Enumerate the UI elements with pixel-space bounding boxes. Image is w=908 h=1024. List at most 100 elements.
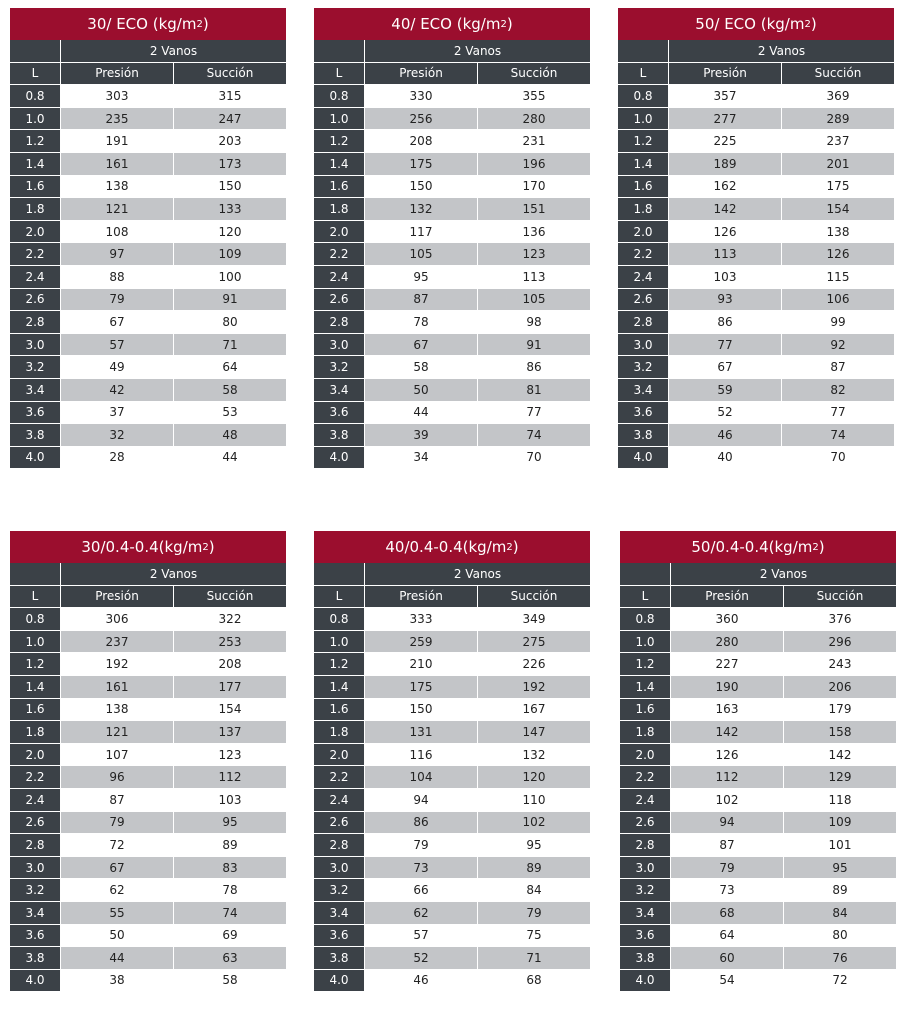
table-row: 0.8 303 315 bbox=[10, 85, 286, 108]
cell-presion: 39 bbox=[365, 424, 478, 446]
cell-length: 2.2 bbox=[10, 243, 61, 265]
cell-length: 1.6 bbox=[314, 698, 365, 721]
header-blank-cell bbox=[10, 563, 61, 585]
table-row: 3.0 57 71 bbox=[10, 333, 286, 357]
table-row: 2.4 94 110 bbox=[314, 788, 590, 812]
cell-succion: 280 bbox=[478, 107, 590, 130]
cell-succion: 118 bbox=[784, 788, 896, 811]
cell-length: 3.8 bbox=[10, 424, 61, 446]
cell-presion: 87 bbox=[61, 788, 174, 811]
cell-succion: 102 bbox=[478, 811, 590, 834]
table-row: 1.8 142 154 bbox=[618, 198, 894, 221]
cell-presion: 77 bbox=[669, 333, 782, 356]
table-row: 2.4 87 103 bbox=[10, 788, 286, 812]
cell-length: 0.8 bbox=[10, 608, 61, 630]
table-title-text: 40/0.4-0.4(kg/m bbox=[385, 538, 507, 556]
column-header-l: L bbox=[618, 62, 669, 85]
cell-presion: 126 bbox=[671, 743, 784, 766]
table-title-superscript: 2 bbox=[500, 18, 507, 30]
table-row: 2.6 79 95 bbox=[10, 811, 286, 835]
load-table: 30/0.4-0.4(kg/m 2) 2 Vanos L Presión Succión 0… bbox=[10, 531, 286, 993]
cell-presion: 333 bbox=[365, 608, 478, 630]
cell-length: 2.2 bbox=[314, 766, 365, 788]
table-row: 4.0 38 58 bbox=[10, 969, 286, 993]
cell-presion: 142 bbox=[669, 198, 782, 220]
cell-presion: 86 bbox=[669, 311, 782, 333]
cell-length: 3.2 bbox=[10, 356, 61, 378]
table-row: 1.0 277 289 bbox=[618, 107, 894, 131]
cell-succion: 79 bbox=[478, 901, 590, 924]
cell-length: 2.6 bbox=[10, 288, 61, 311]
table-row: 4.0 28 44 bbox=[10, 446, 286, 470]
cell-succion: 296 bbox=[784, 630, 896, 653]
cell-length: 0.8 bbox=[10, 85, 61, 107]
cell-presion: 138 bbox=[61, 175, 174, 198]
cell-presion: 94 bbox=[671, 811, 784, 834]
table-row: 3.4 55 74 bbox=[10, 901, 286, 925]
cell-presion: 57 bbox=[365, 924, 478, 947]
cell-length: 3.6 bbox=[314, 401, 365, 424]
cell-length: 2.4 bbox=[618, 265, 669, 288]
table-row: 3.6 64 80 bbox=[620, 924, 896, 948]
cell-presion: 237 bbox=[61, 630, 174, 653]
cell-succion: 147 bbox=[478, 721, 590, 743]
cell-length: 1.0 bbox=[620, 630, 671, 653]
cell-succion: 349 bbox=[478, 608, 590, 630]
cell-presion: 64 bbox=[671, 924, 784, 947]
span-header-row: 2 Vanos bbox=[10, 40, 286, 63]
table-row: 3.6 50 69 bbox=[10, 924, 286, 948]
table-row: 1.0 256 280 bbox=[314, 107, 590, 131]
table-row: 1.4 190 206 bbox=[620, 675, 896, 699]
table-title: 50/0.4-0.4(kg/m 2) bbox=[620, 531, 896, 563]
table-row: 4.0 46 68 bbox=[314, 969, 590, 993]
cell-succion: 192 bbox=[478, 675, 590, 698]
table-row: 2.8 87 101 bbox=[620, 834, 896, 857]
cell-length: 2.4 bbox=[314, 788, 365, 811]
cell-presion: 306 bbox=[61, 608, 174, 630]
span-header-row: 2 Vanos bbox=[314, 40, 590, 63]
cell-presion: 46 bbox=[669, 424, 782, 446]
cell-presion: 96 bbox=[61, 766, 174, 788]
cell-length: 2.4 bbox=[314, 265, 365, 288]
table-row: 3.2 66 84 bbox=[314, 879, 590, 902]
cell-length: 2.6 bbox=[618, 288, 669, 311]
cell-succion: 112 bbox=[174, 766, 286, 788]
cell-length: 1.8 bbox=[10, 198, 61, 220]
table-row: 3.4 62 79 bbox=[314, 901, 590, 925]
table-row: 1.6 138 150 bbox=[10, 175, 286, 199]
cell-succion: 44 bbox=[174, 446, 286, 469]
cell-length: 1.2 bbox=[10, 130, 61, 152]
cell-succion: 91 bbox=[478, 333, 590, 356]
table-row: 1.6 162 175 bbox=[618, 175, 894, 199]
cell-presion: 79 bbox=[61, 811, 174, 834]
table-row: 2.2 97 109 bbox=[10, 243, 286, 266]
column-header-l: L bbox=[314, 585, 365, 608]
cell-length: 2.2 bbox=[618, 243, 669, 265]
cell-length: 3.4 bbox=[10, 378, 61, 401]
cell-presion: 162 bbox=[669, 175, 782, 198]
cell-length: 3.2 bbox=[314, 879, 365, 901]
table-row: 3.2 49 64 bbox=[10, 356, 286, 379]
table-title-text: 50/0.4-0.4(kg/m bbox=[691, 538, 813, 556]
table-row: 1.2 191 203 bbox=[10, 130, 286, 153]
table-row: 3.8 52 71 bbox=[314, 947, 590, 970]
cell-succion: 103 bbox=[174, 788, 286, 811]
table-row: 2.0 107 123 bbox=[10, 743, 286, 767]
cell-presion: 52 bbox=[365, 947, 478, 969]
cell-length: 1.0 bbox=[314, 107, 365, 130]
cell-length: 2.2 bbox=[620, 766, 671, 788]
cell-length: 3.8 bbox=[618, 424, 669, 446]
cell-succion: 315 bbox=[174, 85, 286, 107]
cell-presion: 73 bbox=[671, 879, 784, 901]
table-row: 3.8 60 76 bbox=[620, 947, 896, 970]
table-row: 1.4 161 173 bbox=[10, 152, 286, 176]
cell-presion: 79 bbox=[671, 856, 784, 879]
table-row: 2.6 93 106 bbox=[618, 288, 894, 312]
cell-length: 4.0 bbox=[618, 446, 669, 469]
cell-presion: 46 bbox=[365, 969, 478, 992]
cell-succion: 120 bbox=[478, 766, 590, 788]
column-header-presion: Presión bbox=[671, 585, 784, 608]
cell-succion: 137 bbox=[174, 721, 286, 743]
table-row: 3.6 37 53 bbox=[10, 401, 286, 425]
table-row: 3.0 67 83 bbox=[10, 856, 286, 880]
